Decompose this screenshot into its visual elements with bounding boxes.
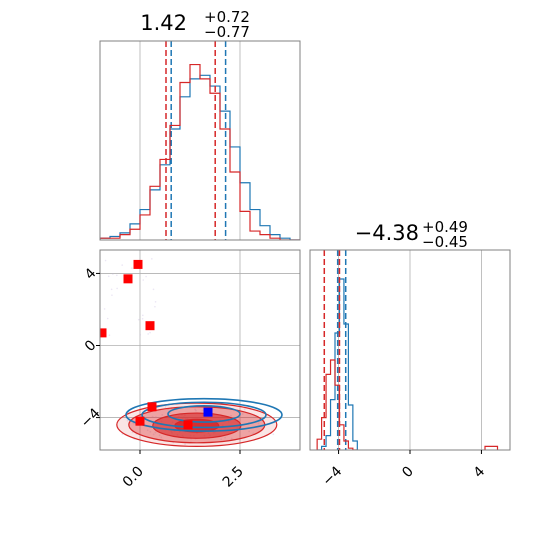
scatter-point: [161, 413, 164, 416]
scatter-point: [241, 413, 244, 415]
red-square-marker: [135, 416, 145, 426]
scatter-point: [108, 334, 111, 336]
red-square-marker: [145, 321, 155, 331]
scatter-point: [112, 273, 114, 275]
scatter-point: [111, 294, 113, 296]
red-square-marker: [183, 420, 193, 430]
scatter-point: [141, 318, 144, 320]
x-tick-label: 2.5: [220, 464, 247, 491]
scatter-point: [103, 308, 106, 310]
blue-contour-line: [167, 405, 241, 423]
panel-bottom-right-histogram: −4 0 4 −4.38 +0.49 −0.45: [309, 218, 511, 489]
title-top-left: 1.42: [140, 11, 187, 35]
scatter-point: [201, 409, 204, 412]
frame-top-left: [99, 40, 301, 241]
scatter-point: [149, 331, 151, 334]
scatter-point: [104, 259, 107, 262]
scatter-point: [107, 275, 110, 278]
scatter-point: [131, 267, 133, 269]
panel-top-left-histogram: 1.42 +0.72 −0.77: [99, 8, 301, 241]
scatter-point: [116, 274, 118, 277]
scatter-point: [194, 408, 197, 411]
blue-contour-line: [125, 397, 283, 432]
red-square-marker: [133, 259, 143, 269]
y-tick-label: 4: [82, 265, 100, 283]
title-top-left-sub: −0.77: [204, 23, 250, 41]
scatter-point: [126, 419, 129, 422]
blue-square-marker: [203, 407, 213, 417]
y-tick-label: 0: [82, 337, 100, 355]
scatter-point: [149, 430, 152, 433]
scatter-point: [230, 437, 233, 440]
contours-bottom-left: [100, 258, 283, 447]
scatter-point: [248, 430, 251, 433]
scatter-point: [151, 258, 153, 260]
scatter-point: [147, 333, 149, 335]
scatter-point: [160, 436, 163, 439]
histograms-bottom-right: [316, 250, 499, 450]
scatter-point: [257, 422, 260, 425]
red-square-marker: [123, 274, 133, 284]
scatter-point: [106, 317, 109, 320]
scatter-point: [220, 438, 223, 441]
red-square-marker: [147, 402, 157, 412]
scatter-point: [168, 412, 171, 415]
histogram-step-red: [100, 63, 300, 240]
scatter-point: [243, 408, 246, 411]
title-bottom-right-sup: +0.49: [422, 218, 468, 236]
scatter-point: [154, 305, 156, 308]
scatter-point: [154, 301, 157, 303]
scatter-point: [116, 287, 118, 290]
red-square-marker: [100, 328, 107, 338]
histogram-step-blue: [100, 74, 300, 240]
title-bottom-right: −4.38: [355, 221, 419, 245]
scatter-point: [195, 409, 197, 412]
x-tick-label: −4: [319, 463, 345, 489]
x-tick-label: 0.0: [120, 464, 147, 491]
scatter-point: [151, 415, 154, 418]
x-tick-label: 4: [471, 463, 489, 481]
frame-bottom-left: [99, 249, 301, 451]
histograms-top-left: [100, 41, 300, 240]
panel-bottom-left-contour: 0.0 2.540−4: [78, 249, 301, 491]
histogram-step-red: [316, 359, 358, 450]
scatter-point: [158, 434, 161, 437]
grid-bottom-right: [338, 250, 482, 450]
ticks-bottom-left: 0.0 2.540−4: [78, 265, 247, 490]
title-bottom-right-main: −4.38: [355, 221, 419, 245]
scatter-point: [154, 431, 157, 434]
scatter-point: [132, 422, 135, 425]
scatter-point: [152, 288, 155, 291]
blue-contour-line: [141, 401, 267, 429]
scatter-point: [121, 264, 124, 266]
scatter-point: [142, 314, 144, 317]
ticks-bottom-right: −4 0 4: [319, 450, 488, 489]
scatter-point: [146, 429, 149, 432]
title-bottom-right-sub: −0.45: [422, 233, 468, 251]
scatter-point: [145, 275, 147, 278]
scatter-point: [131, 431, 134, 434]
x-tick-label: 0: [399, 464, 417, 482]
scatter-point: [154, 416, 157, 419]
scatter-point: [184, 443, 186, 446]
scatter-point: [224, 436, 227, 439]
scatter-point: [142, 279, 145, 281]
scatter-point: [252, 432, 255, 435]
title-top-left-sup: +0.72: [204, 8, 250, 26]
scatter-point: [164, 406, 167, 408]
histogram-tail-red: [484, 445, 499, 450]
scatter-point: [110, 288, 113, 291]
scatter-point: [152, 433, 155, 436]
scatter-point: [137, 318, 140, 321]
scatter-point: [139, 333, 142, 336]
title-top-left-main: 1.42: [140, 11, 187, 35]
scatter-point: [230, 414, 232, 417]
scatter-point: [272, 433, 275, 436]
